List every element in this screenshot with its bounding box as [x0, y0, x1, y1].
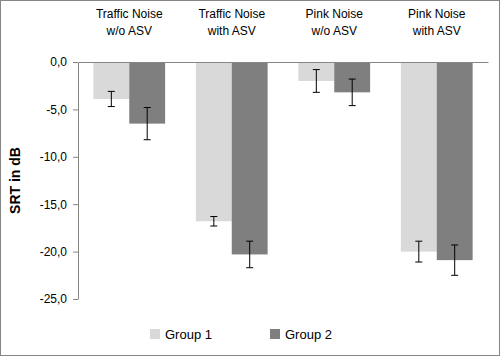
- y-tick-label: -20,0: [40, 245, 68, 259]
- legend-swatch: [150, 329, 160, 339]
- error-cap: [108, 106, 115, 107]
- error-bar: [144, 108, 151, 140]
- x-tick: Pink Noisew/o ASV: [306, 7, 364, 38]
- legend-swatch: [270, 329, 280, 339]
- error-cap: [246, 267, 253, 268]
- y-tick: -15,0: [40, 198, 78, 212]
- error-cap: [313, 92, 320, 93]
- error-line: [111, 91, 112, 106]
- bar: [196, 62, 232, 221]
- error-cap: [144, 139, 151, 140]
- y-tick-mark: [73, 252, 78, 253]
- legend-item: Group 2: [270, 327, 332, 342]
- chart-frame: [1, 1, 500, 356]
- error-bar: [108, 91, 115, 106]
- bar: [401, 62, 437, 252]
- error-cap: [415, 262, 422, 263]
- y-tick: -5,0: [46, 103, 78, 117]
- y-tick-mark: [73, 109, 78, 110]
- x-tick-label: Pink Noisew/o ASV: [306, 7, 364, 38]
- error-cap: [349, 105, 356, 106]
- error-bar: [451, 245, 458, 275]
- error-cap: [144, 107, 151, 108]
- y-tick: -10,0: [40, 150, 78, 164]
- error-line: [249, 241, 250, 268]
- y-tick-label: -15,0: [40, 198, 68, 212]
- plot-area: 0,0 -5,0 -10,0 -15,0 -20,0 -25,0 Traffic Noise…: [40, 7, 489, 306]
- error-line: [147, 108, 148, 140]
- x-tick: Pink Noisewith ASV: [408, 7, 466, 38]
- y-tick-mark: [73, 204, 78, 205]
- error-cap: [246, 241, 253, 242]
- y-tick: -25,0: [40, 292, 78, 306]
- series: [129, 62, 472, 275]
- error-line: [316, 70, 317, 93]
- y-tick-mark: [73, 157, 78, 158]
- error-cap: [210, 216, 217, 217]
- legend-label: Group 2: [285, 327, 332, 342]
- error-bar: [313, 70, 320, 93]
- y-tick-label: -25,0: [40, 292, 68, 306]
- y-tick-label: 0,0: [50, 55, 67, 69]
- x-tick: Traffic Noisew/o ASV: [96, 7, 163, 38]
- x-tick: Traffic Noisewith ASV: [198, 7, 265, 38]
- y-tick: -20,0: [40, 245, 78, 259]
- error-bar: [415, 241, 422, 262]
- y-axis-line: [78, 63, 79, 300]
- error-cap: [451, 244, 458, 245]
- error-line: [352, 79, 353, 106]
- legend-label: Group 1: [165, 327, 212, 342]
- legend-item: Group 1: [150, 327, 212, 342]
- bar: [437, 62, 473, 260]
- error-cap: [210, 226, 217, 227]
- y-tick-mark: [73, 299, 78, 300]
- x-axis: Traffic Noisew/o ASV Traffic Noisewith AS…: [79, 7, 489, 63]
- error-cap: [313, 69, 320, 70]
- error-line: [418, 241, 419, 262]
- y-axis-title: SRT in dB: [7, 147, 23, 214]
- error-bar: [349, 79, 356, 106]
- bars: [93, 62, 472, 275]
- error-cap: [415, 241, 422, 242]
- error-cap: [451, 275, 458, 276]
- error-bar: [210, 217, 217, 226]
- chart: 0,0 -5,0 -10,0 -15,0 -20,0 -25,0 Traffic Noise…: [0, 0, 500, 356]
- legend: Group 1 Group 2: [150, 327, 332, 342]
- error-cap: [349, 79, 356, 80]
- error-bar: [246, 241, 253, 268]
- bar: [232, 62, 268, 254]
- x-tick-label: Traffic Noisew/o ASV: [96, 7, 163, 38]
- y-tick-mark: [73, 62, 78, 63]
- x-axis-line: [79, 62, 489, 63]
- error-line: [213, 217, 214, 226]
- y-tick-label: -5,0: [46, 103, 67, 117]
- y-tick-label: -10,0: [40, 150, 68, 164]
- error-line: [454, 245, 455, 275]
- y-axis: 0,0 -5,0 -10,0 -15,0 -20,0 -25,0: [40, 55, 79, 306]
- x-tick-label: Pink Noisewith ASV: [408, 7, 466, 38]
- y-tick: 0,0: [50, 55, 78, 69]
- x-tick-label: Traffic Noisewith ASV: [198, 7, 265, 38]
- series: [93, 62, 436, 262]
- error-cap: [108, 91, 115, 92]
